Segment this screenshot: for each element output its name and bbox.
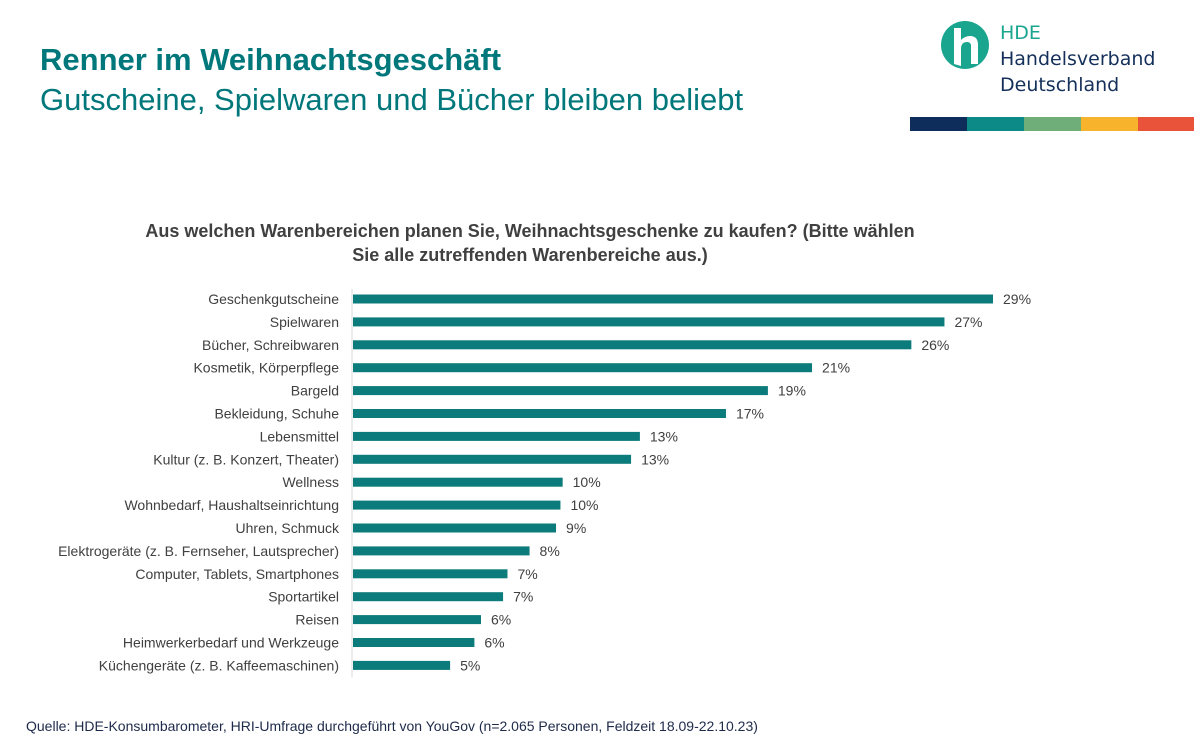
bar (353, 615, 481, 625)
value-label: 7% (513, 589, 533, 605)
bar (353, 340, 912, 350)
value-label: 5% (460, 657, 480, 673)
value-label: 9% (566, 520, 586, 536)
category-label: Kultur (z. B. Konzert, Theater) (153, 451, 339, 467)
stripe-segment (1138, 117, 1194, 131)
value-label: 13% (641, 451, 669, 467)
bar (353, 592, 504, 602)
chart-title-line-2: Sie alle zutreffenden Warenbereiche aus.… (352, 245, 708, 265)
logo-line-handelsverband: Handelsverband (1000, 48, 1156, 70)
category-label: Kosmetik, Körperpflege (193, 360, 339, 376)
logo-line-hde: HDE (1000, 22, 1041, 44)
value-label: 10% (570, 497, 598, 513)
category-label: Bargeld (291, 383, 339, 399)
bar (353, 363, 813, 373)
category-label: Sportartikel (268, 589, 339, 605)
bar (353, 569, 508, 579)
value-label: 27% (954, 314, 982, 330)
value-label: 13% (650, 428, 678, 444)
brand-color-stripe (910, 117, 1194, 131)
bar (353, 546, 530, 556)
value-label: 26% (921, 337, 949, 353)
stripe-segment (1024, 117, 1081, 131)
value-label: 17% (736, 406, 764, 422)
value-label: 10% (573, 474, 601, 490)
stripe-segment (967, 117, 1024, 131)
category-label: Bücher, Schreibwaren (202, 337, 339, 353)
category-label: Computer, Tablets, Smartphones (135, 566, 339, 582)
value-label: 8% (540, 543, 560, 559)
logo-wordmark: HDE Handelsverband Deutschland (1000, 20, 1155, 98)
category-label: Reisen (295, 612, 339, 628)
category-label: Küchengeräte (z. B. Kaffeemaschinen) (99, 657, 339, 673)
page-title: Renner im Weihnachtsgeschäft (40, 42, 502, 77)
chart-title: Aus welchen Warenbereichen planen Sie, W… (80, 219, 980, 267)
category-label: Heimwerkerbedarf und Werkzeuge (123, 635, 339, 651)
value-label: 6% (484, 635, 504, 651)
value-label: 6% (491, 612, 511, 628)
logo-line-deutschland: Deutschland (1000, 74, 1120, 96)
category-label: Wellness (282, 474, 339, 490)
value-label: 19% (778, 383, 806, 399)
category-label: Wohnbedarf, Haushaltseinrichtung (124, 497, 339, 513)
bar (353, 523, 557, 533)
bar (353, 294, 993, 304)
bar (353, 477, 563, 487)
bar (353, 317, 945, 327)
stripe-segment (910, 117, 967, 131)
value-label: 29% (1003, 291, 1031, 307)
source-note: Quelle: HDE-Konsumbarometer, HRI-Umfrage… (26, 718, 758, 734)
category-label: Spielwaren (270, 314, 339, 330)
value-label: 21% (822, 360, 850, 376)
category-label: Lebensmittel (260, 428, 339, 444)
bar (353, 409, 726, 418)
hde-h-logo-icon (941, 21, 989, 69)
value-label: 7% (517, 566, 537, 582)
bar (353, 638, 475, 647)
page-subtitle: Gutscheine, Spielwaren und Bücher bleibe… (40, 82, 744, 117)
bar (353, 386, 768, 396)
bar (353, 454, 632, 464)
bar (353, 500, 561, 510)
bar (353, 431, 640, 441)
category-label: Uhren, Schmuck (236, 520, 340, 536)
bar (353, 660, 451, 670)
category-label: Geschenkgutscheine (208, 291, 339, 307)
chart-title-line-1: Aus welchen Warenbereichen planen Sie, W… (145, 221, 915, 241)
bar-chart: Geschenkgutscheine 29% Spielwaren 27% Bücher… (58, 289, 1031, 678)
stripe-segment (1081, 117, 1138, 131)
category-label: Elektrogeräte (z. B. Fernseher, Lautspre… (58, 543, 339, 559)
category-label: Bekleidung, Schuhe (214, 406, 339, 422)
